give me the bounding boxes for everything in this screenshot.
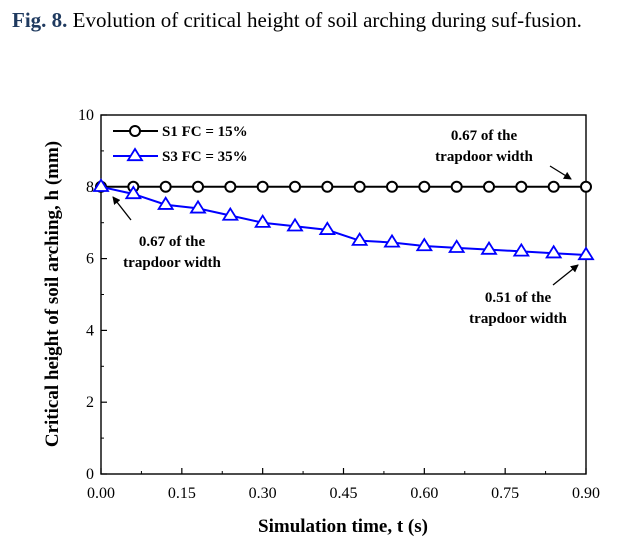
- legend-label: S3 FC = 35%: [162, 149, 248, 165]
- annotation-text: 0.67 of the: [139, 234, 206, 250]
- data-point: [192, 180, 204, 193]
- data-point: [448, 239, 466, 253]
- data-point: [321, 180, 334, 193]
- data-point: [415, 237, 433, 252]
- y-tick-label: 6: [86, 251, 94, 268]
- data-point: [580, 180, 592, 193]
- x-tick-label: 0.75: [491, 485, 519, 502]
- data-point: [577, 246, 595, 261]
- x-tick-label: 0.45: [330, 485, 358, 502]
- annotation-arrow: [552, 264, 579, 286]
- annotation-text: trapdoor width: [123, 255, 221, 271]
- data-point: [189, 199, 207, 214]
- figure-label: Fig. 8.: [12, 8, 68, 32]
- y-tick-label: 4: [86, 322, 94, 339]
- data-point: [318, 221, 336, 235]
- series-line: [100, 185, 587, 257]
- annotation-2: 0.67 of the trapdoor width: [112, 196, 221, 271]
- data-point: [254, 214, 272, 228]
- data-point: [515, 180, 528, 193]
- caption-text: Evolution of critical height of soil arc…: [67, 8, 582, 32]
- x-tick-label: 0.30: [249, 485, 277, 502]
- x-tick-label: 0.00: [87, 485, 115, 502]
- data-point: [383, 233, 401, 248]
- data-point: [157, 196, 175, 210]
- y-tick-label: 10: [78, 107, 94, 124]
- legend: S1 FC = 15% S3 FC = 35%: [113, 124, 248, 165]
- data-point: [386, 180, 398, 193]
- annotation-arrow: [112, 196, 132, 221]
- data-point: [483, 180, 495, 193]
- x-tick-label: 0.15: [168, 485, 196, 502]
- data-point: [159, 180, 172, 193]
- y-tick-label: 8: [86, 179, 94, 196]
- series-layer: [92, 178, 595, 261]
- x-axis-title: Simulation time, t (s): [258, 516, 428, 537]
- legend-marker: [129, 125, 141, 137]
- annotation-text: 0.51 of the: [485, 290, 552, 306]
- data-point: [480, 240, 498, 255]
- series-2: [92, 178, 595, 261]
- data-point: [92, 178, 110, 192]
- annotation-text: trapdoor width: [435, 149, 533, 165]
- data-point: [224, 180, 237, 193]
- annotation-text: 0.67 of the: [451, 128, 518, 144]
- data-point: [124, 185, 142, 200]
- x-tick-label: 0.90: [572, 485, 600, 502]
- data-point: [547, 180, 560, 193]
- data-point: [512, 242, 530, 257]
- data-point: [286, 217, 304, 232]
- annotation-text: trapdoor width: [469, 311, 567, 327]
- x-tick-label: 0.60: [410, 485, 438, 502]
- data-point: [256, 180, 269, 193]
- y-tick-label: 0: [86, 466, 94, 483]
- annotation-1: 0.67 of the trapdoor width: [435, 128, 572, 180]
- axes: 0.00 0.15 0.30 0.45 0.60 0.75 0.90 0 2 4 6 8 10: [78, 107, 600, 502]
- series-1: [95, 180, 592, 193]
- annotation-3: 0.51 of the trapdoor width: [469, 264, 579, 327]
- data-point: [353, 180, 366, 193]
- data-point: [418, 180, 431, 193]
- figure-caption: Fig. 8. Evolution of critical height of …: [12, 6, 624, 34]
- y-tick-label: 2: [86, 394, 94, 411]
- legend-marker: [126, 147, 144, 162]
- annotation-layer: 0.67 of the trapdoor width 0.67 of the trap…: [112, 128, 579, 327]
- annotation-arrow: [549, 165, 572, 180]
- data-point: [450, 180, 463, 193]
- legend-label: S1 FC = 15%: [162, 124, 248, 140]
- data-point: [221, 206, 239, 221]
- data-point: [351, 231, 369, 246]
- data-point: [545, 244, 563, 259]
- y-axis-title: Critical height of soil arching, h (mm): [42, 141, 63, 447]
- data-point: [289, 180, 301, 193]
